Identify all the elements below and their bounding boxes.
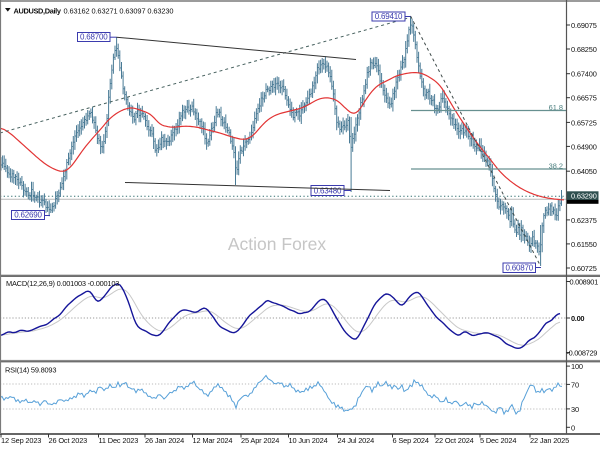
svg-text:0.62375: 0.62375 — [571, 216, 597, 225]
svg-text:0.69075: 0.69075 — [571, 21, 597, 30]
svg-text:0.69410: 0.69410 — [375, 12, 403, 21]
svg-text:38.2: 38.2 — [549, 162, 563, 171]
svg-text:5 Dec 2024: 5 Dec 2024 — [480, 436, 516, 445]
svg-text:0.63480: 0.63480 — [314, 187, 342, 196]
svg-text:0.62690: 0.62690 — [14, 211, 42, 220]
svg-text:100: 100 — [571, 362, 583, 371]
svg-text:Action Forex: Action Forex — [228, 234, 326, 254]
svg-text:30: 30 — [571, 405, 579, 414]
svg-text:0.68250: 0.68250 — [571, 45, 597, 54]
svg-text:61.8: 61.8 — [549, 103, 563, 112]
svg-text:0: 0 — [571, 423, 575, 432]
svg-text:24 Jul 2024: 24 Jul 2024 — [338, 436, 375, 445]
svg-text:MACD(12,26,9) 0.001003 -0.0001: MACD(12,26,9) 0.001003 -0.000103 — [6, 279, 119, 288]
svg-text:0.60870: 0.60870 — [505, 264, 533, 273]
svg-text:0.66575: 0.66575 — [571, 94, 597, 103]
svg-text:26 Jan 2024: 26 Jan 2024 — [145, 436, 184, 445]
svg-text:0.65725: 0.65725 — [571, 118, 597, 127]
svg-text:-0.008729: -0.008729 — [567, 349, 598, 358]
svg-text:0.60725: 0.60725 — [571, 264, 597, 273]
svg-text:0.67400: 0.67400 — [571, 70, 597, 79]
svg-text:70: 70 — [571, 380, 579, 389]
svg-text:25 Apr 2024: 25 Apr 2024 — [241, 436, 279, 445]
svg-text:0.68700: 0.68700 — [80, 33, 108, 42]
svg-text:0.64900: 0.64900 — [571, 142, 597, 151]
svg-text:0.61550: 0.61550 — [571, 240, 597, 249]
svg-text:22 Oct 2024: 22 Oct 2024 — [435, 436, 474, 445]
svg-text:26 Oct 2023: 26 Oct 2023 — [49, 436, 88, 445]
svg-text:6 Sep 2024: 6 Sep 2024 — [393, 436, 429, 445]
svg-text:22 Jan 2025: 22 Jan 2025 — [530, 436, 569, 445]
svg-text:11 Dec 2023: 11 Dec 2023 — [99, 436, 139, 445]
svg-text:0.64050: 0.64050 — [571, 167, 597, 176]
svg-text:AUDUSD,Daily: AUDUSD,Daily — [14, 7, 62, 16]
svg-text:12 Sep 2023: 12 Sep 2023 — [1, 436, 41, 445]
svg-text:0.63162 0.63271 0.63097 0.6323: 0.63162 0.63271 0.63097 0.63230 — [64, 7, 174, 16]
svg-text:0.008901: 0.008901 — [570, 278, 599, 287]
svg-text:12 Mar 2024: 12 Mar 2024 — [193, 436, 233, 445]
svg-text:0.00: 0.00 — [571, 314, 584, 323]
svg-text:10 Jun 2024: 10 Jun 2024 — [289, 436, 328, 445]
svg-text:0.63290: 0.63290 — [571, 191, 597, 200]
svg-text:RSI(14) 59.8093: RSI(14) 59.8093 — [5, 366, 56, 375]
